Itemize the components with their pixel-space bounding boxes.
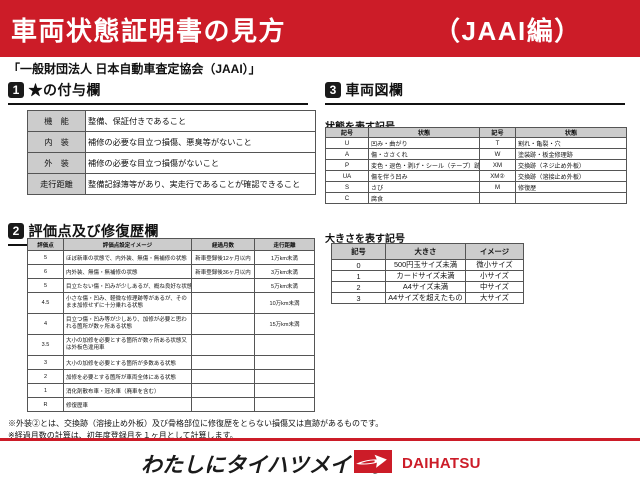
- svg-text:DAIHATSU: DAIHATSU: [402, 455, 481, 472]
